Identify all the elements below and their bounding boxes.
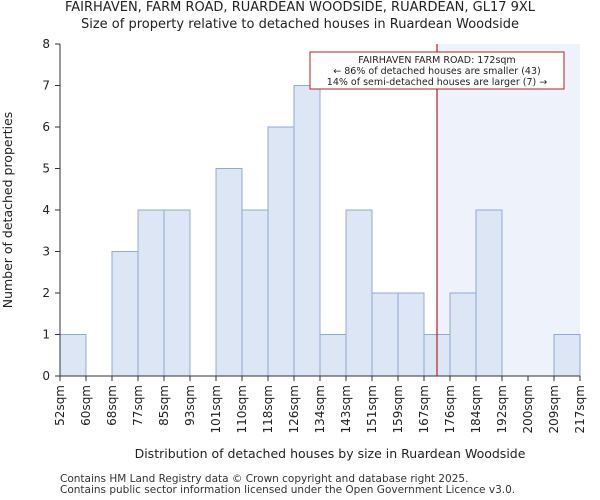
y-tick-label: 4 [42, 203, 50, 217]
x-tick-label: 176sqm [443, 385, 457, 433]
bar-176sqm [449, 292, 477, 377]
bar-68sqm [111, 251, 139, 377]
bar-209sqm [553, 334, 581, 377]
x-tick-label: 60sqm [79, 385, 93, 426]
bar-118sqm [267, 126, 295, 377]
x-tick-label: 151sqm [365, 385, 379, 433]
x-tick-label: 134sqm [313, 385, 327, 433]
y-tick-label: 5 [42, 162, 50, 176]
bar-126sqm [293, 85, 321, 377]
annotation-line-1: FAIRHAVEN FARM ROAD: 172sqm [358, 55, 515, 66]
x-tick-label: 93sqm [183, 385, 197, 426]
bar-151sqm [371, 292, 399, 377]
x-tick-label: 52sqm [53, 385, 67, 426]
y-tick-label: 1 [42, 328, 50, 342]
chart-subtitle: Size of property relative to detached ho… [80, 17, 520, 32]
x-tick-label: 118sqm [261, 385, 275, 433]
bar-85sqm [163, 209, 191, 377]
y-tick-label: 7 [42, 79, 50, 93]
x-tick-label: 143sqm [339, 385, 353, 433]
bar-101sqm [215, 168, 243, 377]
x-tick-label: 167sqm [417, 385, 431, 433]
y-tick-label: 0 [42, 369, 50, 383]
y-tick-label: 6 [42, 120, 50, 134]
x-tick-label: 68sqm [105, 385, 119, 426]
x-tick-label: 184sqm [469, 385, 483, 433]
x-tick-label: 192sqm [495, 385, 509, 433]
annotation-line-3: 14% of semi-detached houses are larger (… [327, 77, 547, 88]
chart-title: FAIRHAVEN, FARM ROAD, RUARDEAN WOODSIDE,… [64, 0, 536, 15]
y-axis-label: Number of detached properties [0, 112, 15, 309]
x-tick-label: 126sqm [287, 385, 301, 433]
x-tick-label: 110sqm [235, 385, 249, 433]
x-tick-label: 101sqm [209, 385, 223, 433]
x-tick-label: 209sqm [547, 385, 561, 433]
bar-159sqm [397, 292, 425, 377]
bar-77sqm [137, 209, 165, 377]
y-tick-label: 8 [42, 37, 50, 51]
x-tick-label: 159sqm [391, 385, 405, 433]
x-tick-label: 77sqm [131, 385, 145, 426]
bar-110sqm [241, 209, 269, 377]
x-tick-label: 217sqm [573, 385, 587, 433]
annotation-box [309, 51, 565, 90]
bar-52sqm [59, 334, 87, 377]
y-tick-label: 3 [42, 245, 50, 259]
bar-134sqm [319, 334, 347, 377]
x-tick-label: 85sqm [157, 385, 171, 426]
footer-copyright: Contains HM Land Registry data © Crown c… [60, 473, 469, 485]
y-tick-label: 2 [42, 286, 50, 300]
footer-licence: Contains public sector information licen… [60, 484, 516, 496]
bar-143sqm [345, 209, 373, 377]
x-axis-label: Distribution of detached houses by size … [135, 446, 526, 461]
annotation-line-2: ← 86% of detached houses are smaller (43… [333, 66, 540, 77]
x-tick-label: 200sqm [521, 385, 535, 433]
bar-184sqm [475, 209, 503, 377]
